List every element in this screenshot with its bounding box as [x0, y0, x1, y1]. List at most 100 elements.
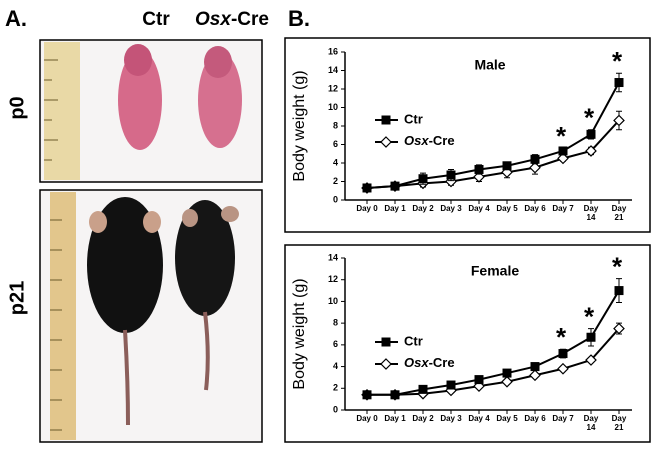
marker — [390, 390, 400, 400]
x-tick-label: Day 7 — [552, 204, 574, 213]
marker — [418, 384, 428, 394]
photo-p0 — [39, 39, 263, 183]
legend-label: Ctr — [404, 333, 423, 348]
marker — [474, 164, 484, 174]
marker — [529, 161, 541, 174]
y-axis-label: Body weight (g) — [291, 278, 308, 389]
y-tick-label: 10 — [328, 296, 338, 306]
marker — [381, 337, 391, 347]
significance-star: * — [584, 103, 595, 133]
photo-p21 — [39, 189, 263, 443]
column-label: Osx-Cre — [195, 9, 269, 30]
x-tick-label: Day 4 — [468, 204, 490, 213]
marker — [446, 170, 456, 180]
x-tick-label: Day 0 — [356, 414, 378, 423]
row-label: p21 — [6, 281, 28, 315]
x-tick-label: Day 0 — [356, 204, 378, 213]
y-tick-label: 0 — [333, 194, 338, 204]
x-tick-label: Day 1 — [384, 414, 406, 423]
significance-star: * — [556, 121, 567, 151]
marker — [380, 136, 392, 148]
y-tick-label: 2 — [333, 176, 338, 186]
x-tick-label: Day 14 — [583, 414, 599, 432]
legend-label: Ctr — [404, 111, 423, 126]
y-tick-label: 6 — [333, 139, 338, 149]
marker — [362, 183, 372, 193]
marker — [558, 146, 568, 156]
row-label: p0 — [6, 96, 28, 119]
marker — [446, 380, 456, 390]
x-tick-label: Day 5 — [496, 204, 518, 213]
significance-star: * — [612, 46, 623, 76]
marker — [614, 78, 624, 88]
marker — [502, 161, 512, 171]
marker — [585, 354, 597, 366]
y-tick-label: 14 — [328, 65, 338, 75]
marker — [380, 358, 392, 370]
marker — [613, 322, 625, 335]
y-tick-label: 0 — [333, 404, 338, 414]
x-tick-label: Day 2 — [412, 204, 434, 213]
marker — [530, 362, 540, 372]
y-tick-label: 2 — [333, 383, 338, 393]
panel-label: A. — [5, 6, 27, 31]
marker — [558, 349, 568, 359]
x-tick-label: Day 21 — [611, 414, 627, 432]
chart-title: Female — [471, 263, 519, 279]
marker — [474, 375, 484, 385]
legend-label: Osx-Cre — [404, 355, 455, 370]
marker — [557, 152, 569, 165]
column-label: Ctr — [142, 9, 170, 30]
y-tick-label: 12 — [328, 274, 338, 284]
legend-label: Osx-Cre — [404, 133, 455, 148]
marker — [586, 332, 596, 342]
y-tick-label: 10 — [328, 102, 338, 112]
x-tick-label: Day 2 — [412, 414, 434, 423]
x-tick-label: Day 4 — [468, 414, 490, 423]
series-line — [366, 119, 620, 189]
chart-title: Male — [474, 57, 505, 73]
chart-frame — [284, 244, 651, 443]
marker — [390, 181, 400, 191]
marker — [529, 369, 541, 382]
series-line — [367, 327, 620, 396]
y-tick-label: 4 — [333, 361, 338, 371]
x-tick-label: Day 14 — [583, 204, 599, 222]
marker — [614, 286, 624, 296]
marker — [586, 129, 596, 139]
marker — [381, 115, 391, 125]
marker — [418, 174, 428, 184]
marker — [530, 154, 540, 164]
series-line — [367, 290, 620, 396]
y-tick-label: 14 — [328, 252, 338, 262]
significance-star: * — [612, 252, 623, 282]
marker — [557, 362, 569, 375]
x-tick-label: Day 1 — [384, 204, 406, 213]
y-tick-label: 4 — [333, 157, 338, 167]
series-line — [366, 82, 620, 189]
marker — [362, 390, 372, 400]
significance-star: * — [556, 322, 567, 352]
y-tick-label: 12 — [328, 83, 338, 93]
x-tick-label: Day 6 — [524, 204, 546, 213]
marker — [613, 114, 625, 127]
y-tick-label: 8 — [333, 120, 338, 130]
x-tick-label: Day 3 — [440, 414, 462, 423]
x-tick-label: Day 5 — [496, 414, 518, 423]
marker — [502, 368, 512, 378]
marker — [585, 145, 597, 157]
x-tick-label: Day 21 — [611, 204, 627, 222]
y-tick-label: 8 — [333, 318, 338, 328]
x-tick-label: Day 6 — [524, 414, 546, 423]
x-tick-label: Day 7 — [552, 414, 574, 423]
chart-frame — [284, 37, 651, 233]
significance-star: * — [584, 301, 595, 331]
y-axis-label: Body weight (g) — [291, 70, 308, 181]
marker — [501, 375, 513, 388]
panel-label: B. — [288, 6, 310, 31]
y-tick-label: 16 — [328, 46, 338, 56]
y-tick-label: 6 — [333, 339, 338, 349]
x-tick-label: Day 3 — [440, 204, 462, 213]
